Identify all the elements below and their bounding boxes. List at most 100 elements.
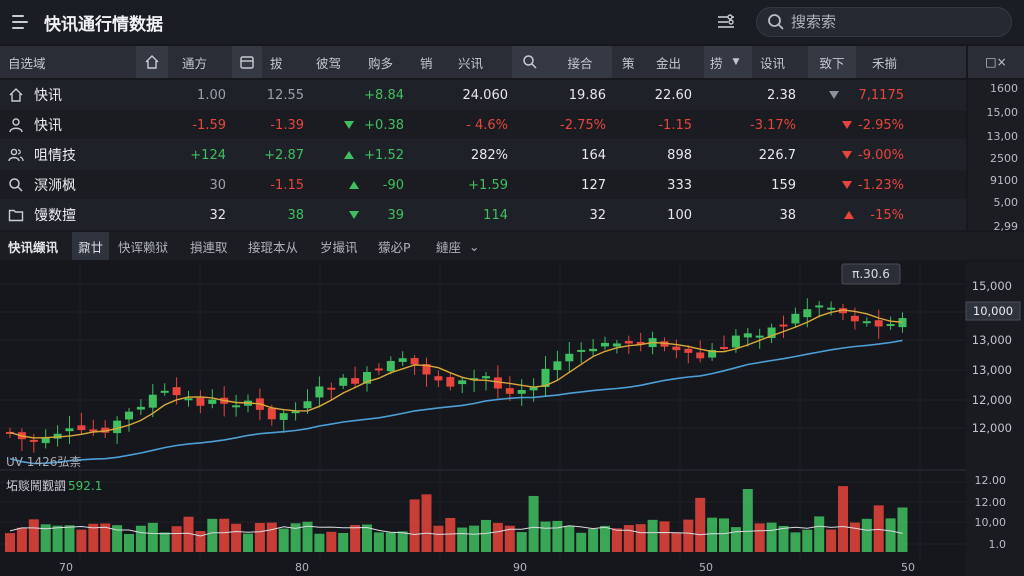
cell: 333: [667, 177, 692, 193]
volume-bar: [52, 525, 63, 552]
users-icon: [8, 148, 24, 162]
cell: -1.15: [658, 117, 692, 133]
volume-bar: [290, 523, 301, 552]
column-header[interactable]: 购多: [368, 55, 394, 71]
candle-body: [29, 439, 38, 442]
candle-body: [89, 429, 98, 432]
cell: +124: [190, 147, 226, 163]
tab-item[interactable]: 快诨赖狱: [118, 239, 169, 255]
volume-bar: [719, 518, 729, 552]
column-header[interactable]: 设讯: [760, 55, 786, 71]
column-header[interactable]: 通方: [182, 55, 208, 71]
tab-item[interactable]: 獴必P: [378, 239, 411, 255]
volume-bar: [302, 521, 313, 552]
search-input[interactable]: [791, 13, 991, 31]
candle-body: [267, 407, 276, 420]
price-axis-labels: 15,000 13,000 13,000 12,000 12,000: [972, 279, 1012, 435]
current-price-marker: 10,000: [965, 301, 1021, 321]
candle-body: [720, 346, 728, 349]
column-header[interactable]: 禾揃: [872, 55, 898, 71]
tab-active[interactable]: 鼐廿: [72, 232, 110, 260]
volume-axis-label: 12.00: [975, 474, 1007, 487]
table-row[interactable]: 馒数擅 32 38 39 114 32 100 38 -15%: [0, 200, 966, 230]
volume-bar: [195, 530, 206, 552]
volume-axis-label: 10,00: [975, 516, 1007, 529]
volume-bar: [243, 533, 253, 552]
candle-body: [351, 378, 360, 384]
tab-item[interactable]: 縺座 ⌄: [436, 238, 480, 255]
column-header[interactable]: 策: [622, 55, 635, 71]
volume-bar: [231, 523, 242, 552]
filter-icon[interactable]: [716, 13, 736, 31]
cell: 100: [667, 207, 692, 223]
candle-body: [660, 341, 669, 347]
candle-body: [601, 342, 609, 347]
trend-down-icon: [842, 181, 852, 189]
menu-icon[interactable]: [12, 13, 34, 31]
trend-up-icon: [344, 151, 355, 159]
row-label: 快讯: [8, 110, 118, 140]
volume-bar: [504, 525, 515, 552]
trend-up-icon: [348, 181, 359, 189]
price-chart[interactable]: UV 1426弘柰 坧赕鬧觐訵 592.1 π.30.6 10,000 15,00…: [0, 262, 1024, 576]
cell: 226.7: [758, 147, 796, 163]
cell: 164: [581, 147, 606, 163]
candle-body: [827, 307, 836, 310]
cell: 7,1175: [828, 80, 904, 110]
time-axis-labels: 70 80 90 50 50: [59, 561, 915, 574]
candle-body: [898, 318, 907, 328]
column-header[interactable]: 金出: [656, 55, 682, 71]
candle-body: [624, 340, 633, 344]
calendar-icon[interactable]: [232, 46, 262, 78]
volume-bar: [40, 524, 51, 552]
ma-fast-line: [9, 309, 903, 439]
trend-down-icon: [842, 121, 852, 129]
column-header-dropdown[interactable]: 捞 ▼: [704, 46, 752, 78]
column-header[interactable]: 致下: [808, 46, 856, 78]
volume-bar: [802, 529, 813, 552]
cell: 898: [667, 147, 692, 163]
volume-bar: [600, 525, 610, 552]
candle-body: [589, 348, 598, 352]
volume-bar: [28, 519, 39, 552]
volume-bar: [88, 523, 99, 552]
volume-bar: [373, 532, 384, 552]
app-header: 快讯通行情数据: [0, 0, 1024, 44]
volume-bar: [897, 507, 908, 552]
column-header[interactable]: 彼驾: [316, 55, 342, 71]
column-header[interactable]: 接合: [548, 46, 612, 78]
volume-label: 坧赕鬧觐訵 592.1: [6, 479, 102, 493]
candle-body: [493, 377, 502, 389]
search-icon[interactable]: [512, 46, 548, 78]
table-row[interactable]: 快讯 1.00 12.55 +8.84 24.060 19.86 22.60 2…: [0, 80, 966, 110]
tab-item[interactable]: 損連取: [190, 239, 228, 255]
volume-bar: [695, 497, 706, 552]
cell: 2.38: [767, 87, 796, 103]
candle-body: [505, 388, 514, 394]
column-header-watchlist[interactable]: 自选域: [8, 55, 46, 71]
table-row[interactable]: 溟浉枫 30 -1.15 -90 +1.59 127 333 159 -1.23…: [0, 170, 966, 200]
table-row[interactable]: 咀情技 +124 +2.87 +1.52 282% 164 898 226.7 …: [0, 140, 966, 170]
column-header[interactable]: 销: [420, 55, 433, 71]
column-header[interactable]: 兴讯: [458, 55, 484, 71]
candlestick-chart[interactable]: UV 1426弘柰 坧赕鬧觐訵 592.1 π.30.6 10,000 15,00…: [0, 262, 1024, 576]
candle-body: [41, 437, 50, 444]
tab-news[interactable]: 快讯缬讯: [8, 239, 59, 255]
table-row[interactable]: 快讯 -1.59 -1.39 +0.38 - 4.6% -2.75% -1.15…: [0, 110, 966, 140]
close-panel-button[interactable]: □×: [968, 46, 1024, 78]
folder-icon: [8, 209, 24, 222]
search-box[interactable]: [756, 7, 1012, 37]
tab-item[interactable]: 岁撮讯: [320, 239, 358, 255]
column-header[interactable]: 拔: [270, 55, 283, 71]
cell: 39: [330, 200, 404, 230]
tab-item[interactable]: 接琨本从: [248, 239, 299, 255]
home-icon[interactable]: [136, 46, 168, 78]
trend-down-icon: [828, 91, 839, 99]
price-tooltip: π.30.6: [841, 263, 901, 285]
volume-bar: [885, 518, 896, 552]
user-icon: [9, 118, 23, 133]
candle-body: [327, 387, 336, 390]
candle-body: [386, 360, 395, 372]
candle-body: [65, 428, 74, 432]
candle-body: [53, 433, 62, 439]
